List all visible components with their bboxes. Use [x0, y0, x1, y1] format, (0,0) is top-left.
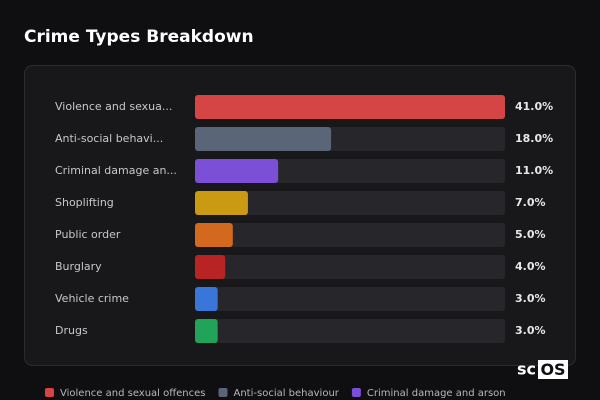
- bar: [195, 255, 226, 279]
- category-label: Shoplifting: [55, 196, 114, 209]
- value-label: 5.0%: [515, 228, 546, 241]
- category-label: Anti-social behavi...: [55, 132, 163, 145]
- category-label: Public order: [55, 228, 121, 241]
- legend-swatch: [351, 388, 361, 397]
- bar: [195, 95, 505, 119]
- value-label: 18.0%: [515, 132, 553, 145]
- watermark-prefix: sc: [517, 360, 536, 379]
- chart-title: Crime Types Breakdown: [24, 27, 254, 47]
- bar: [195, 287, 218, 311]
- watermark-box: [538, 360, 568, 379]
- category-label: Violence and sexua...: [55, 100, 172, 113]
- value-label: 11.0%: [515, 164, 553, 177]
- value-label: 41.0%: [515, 100, 553, 113]
- legend-label: Criminal damage and arson: [367, 388, 506, 399]
- value-label: 3.0%: [515, 324, 546, 337]
- legend-swatch: [218, 388, 228, 397]
- bar: [195, 159, 279, 183]
- legend-label: Violence and sexual offences: [60, 388, 206, 399]
- bar-track: [195, 223, 505, 247]
- bar: [195, 191, 248, 215]
- bar-track: [195, 319, 505, 343]
- bar-track: [195, 191, 505, 215]
- category-label: Burglary: [55, 260, 102, 273]
- bar: [195, 319, 218, 343]
- category-label: Criminal damage an...: [55, 164, 177, 177]
- category-label: Drugs: [55, 324, 88, 337]
- watermark-boxed: OS: [540, 360, 565, 379]
- value-label: 4.0%: [515, 260, 546, 273]
- value-label: 7.0%: [515, 196, 546, 209]
- bar: [195, 223, 233, 247]
- value-label: 3.0%: [515, 292, 546, 305]
- legend-swatch: [45, 388, 54, 397]
- bar-track: [195, 255, 505, 279]
- category-label: Vehicle crime: [55, 292, 129, 305]
- legend-label: Anti-social behaviour: [234, 388, 340, 399]
- bar-track: [195, 287, 505, 311]
- bar: [195, 127, 332, 151]
